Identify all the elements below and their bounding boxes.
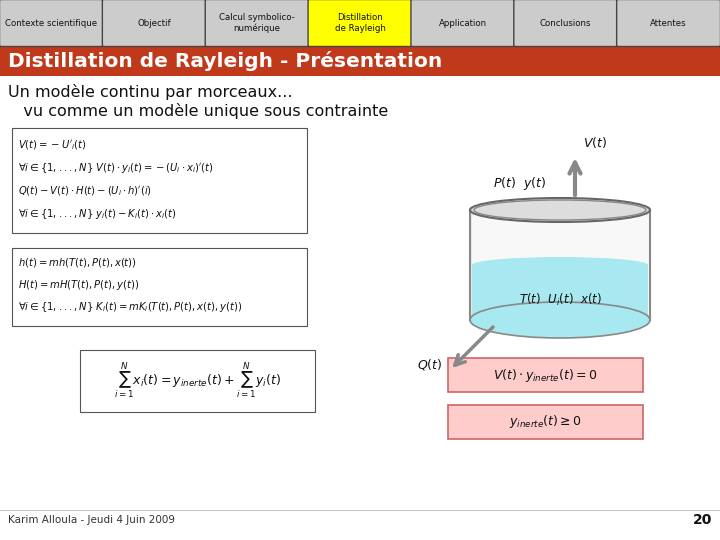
Text: $h(t) = mh(T(t), P(t), x(t))$: $h(t) = mh(T(t), P(t), x(t))$ — [18, 256, 137, 269]
FancyBboxPatch shape — [308, 0, 412, 46]
FancyBboxPatch shape — [0, 0, 104, 46]
Polygon shape — [472, 265, 648, 320]
Text: Conclusions: Conclusions — [540, 18, 591, 28]
FancyBboxPatch shape — [12, 128, 307, 233]
Text: vu comme un modèle unique sous contrainte: vu comme un modèle unique sous contraint… — [8, 103, 388, 119]
Text: Attentes: Attentes — [650, 18, 687, 28]
Text: Distillation de Rayleigh - Présentation: Distillation de Rayleigh - Présentation — [8, 51, 442, 71]
Text: Contexte scientifique: Contexte scientifique — [5, 18, 97, 28]
Text: $V(t) \cdot y_{inerte}(t) = 0$: $V(t) \cdot y_{inerte}(t) = 0$ — [493, 367, 598, 383]
Text: Un modèle continu par morceaux...: Un modèle continu par morceaux... — [8, 84, 292, 100]
FancyBboxPatch shape — [102, 0, 206, 46]
FancyBboxPatch shape — [80, 350, 315, 412]
Ellipse shape — [470, 302, 650, 338]
Text: Objectif: Objectif — [138, 18, 171, 28]
Bar — [0, 46, 720, 76]
FancyBboxPatch shape — [616, 0, 720, 46]
Text: Application: Application — [438, 18, 487, 28]
Text: $V(t)$: $V(t)$ — [583, 135, 607, 150]
Text: Karim Alloula - Jeudi 4 Juin 2009: Karim Alloula - Jeudi 4 Juin 2009 — [8, 515, 175, 525]
FancyBboxPatch shape — [448, 405, 643, 439]
FancyBboxPatch shape — [411, 0, 515, 46]
Text: $\forall i \in \{1,...,N\}\ K_i(t) = mK_i(T(t),P(t),x(t),y(t))$: $\forall i \in \{1,...,N\}\ K_i(t) = mK_… — [18, 300, 242, 314]
Text: $Q(t) - V(t) \cdot H(t) - (U_i \cdot h)'(i)$: $Q(t) - V(t) \cdot H(t) - (U_i \cdot h)'… — [18, 184, 152, 198]
Ellipse shape — [470, 198, 650, 222]
Polygon shape — [470, 210, 650, 320]
Text: $P(t)\ \ y(t)$: $P(t)\ \ y(t)$ — [493, 174, 546, 192]
FancyBboxPatch shape — [205, 0, 309, 46]
FancyBboxPatch shape — [514, 0, 618, 46]
Text: 20: 20 — [693, 513, 712, 527]
Text: $\forall i \in \{1,...,N\}\ y_i(t) - K_i(t) \cdot x_i(t)$: $\forall i \in \{1,...,N\}\ y_i(t) - K_i… — [18, 207, 176, 221]
Text: $\sum_{i=1}^{N} x_i(t) = y_{inerte}(t) + \sum_{i=1}^{N} y_i(t)$: $\sum_{i=1}^{N} x_i(t) = y_{inerte}(t) +… — [114, 361, 281, 401]
FancyBboxPatch shape — [448, 358, 643, 392]
Text: $Q(t)$: $Q(t)$ — [417, 357, 442, 373]
Text: $\forall i \in \{1,...,N\}\ V(t) \cdot y_i(t) = -(U_i \cdot x_i)'(t)$: $\forall i \in \{1,...,N\}\ V(t) \cdot y… — [18, 161, 214, 175]
Text: Calcul symbolico-
numérique: Calcul symbolico- numérique — [220, 13, 295, 33]
Text: $V(t) = -U'_i(t)$: $V(t) = -U'_i(t)$ — [18, 138, 86, 152]
Text: $H(t) = mH(T(t), P(t), y(t))$: $H(t) = mH(T(t), P(t), y(t))$ — [18, 278, 139, 292]
Text: $y_{inerte}(t) \geq 0$: $y_{inerte}(t) \geq 0$ — [509, 414, 582, 430]
Text: $T(t)\ \ U_i(t)\ \ x(t)$: $T(t)\ \ U_i(t)\ \ x(t)$ — [518, 292, 601, 308]
FancyBboxPatch shape — [12, 248, 307, 326]
Text: Distillation
de Rayleigh: Distillation de Rayleigh — [335, 14, 385, 33]
Ellipse shape — [472, 257, 648, 273]
